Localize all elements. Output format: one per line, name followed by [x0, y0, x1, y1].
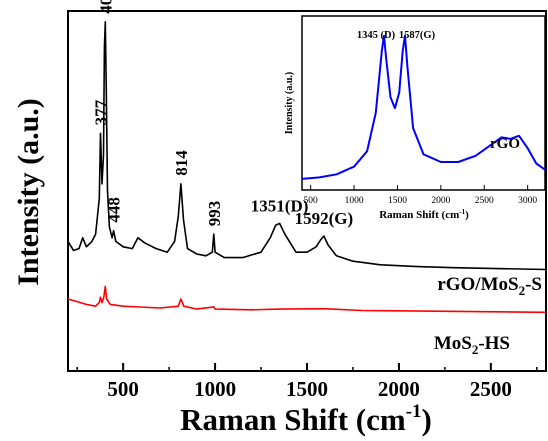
inset-x-tick-label-2500: 2500 [475, 196, 494, 206]
main-series-line-1 [67, 285, 547, 314]
inset-y-axis-title: Intensity (a.u.) [284, 72, 295, 135]
main-peak-label-3: 814 [172, 150, 191, 176]
inset-frame [301, 15, 546, 191]
inset-x-tick-label-2000: 2000 [431, 196, 450, 206]
main-peak-labels: 403 377 448 814 993 1351(D)1592(G) [92, 0, 354, 228]
x-axis-title-sup: -1 [406, 401, 422, 422]
series-label-mos2-hs: MoS2-HS [434, 333, 510, 357]
main-x-tick-label-2500: 2500 [470, 377, 512, 401]
inset-peak-label-0: 1345 (D) [357, 30, 396, 41]
main-peak-label-6: 1592(G) [295, 209, 354, 228]
main-x-tick-label-2000: 2000 [378, 377, 420, 401]
x-axis-title: Raman Shift (cm-1) [180, 401, 432, 437]
series-label-rgo-mos2: rGO/MoS2-S [437, 274, 542, 298]
x-axis-title-main: Raman Shift (cm [180, 402, 406, 437]
inset-x-ticks: 500 1000 1500 2000 2500 3000 [304, 185, 537, 206]
x-axis-title-close: ) [422, 402, 432, 437]
main-x-ticks: 500 1000 1500 2000 2500 [76, 363, 538, 401]
inset-series-line [301, 34, 546, 180]
inset-annotation: rGO [490, 136, 520, 152]
inset-series-group [301, 34, 546, 180]
inset-x-tick-label-1500: 1500 [388, 196, 407, 206]
inset-peak-label-1: 1587(G) [399, 30, 436, 41]
main-peak-label-2: 448 [105, 197, 124, 223]
main-x-tick-label-1000: 1000 [194, 377, 236, 401]
main-series-line-0 [67, 21, 547, 271]
main-x-tick-label-500: 500 [107, 377, 139, 401]
inset-x-tick-label-3000: 3000 [518, 196, 537, 206]
inset-peak-labels: 1345 (D) 1587(G) [357, 30, 436, 41]
inset-x-tick-label-1000: 1000 [345, 196, 364, 206]
main-peak-label-0: 403 [96, 0, 115, 14]
y-axis-title: Intensity (a.u.) [12, 98, 45, 286]
inset-x-axis-title: Raman Shift (cm-1) [379, 208, 469, 221]
main-peak-label-5: 1351(D) [251, 196, 309, 215]
inset-x-tick-label-500: 500 [304, 196, 319, 206]
main-x-tick-label-1500: 1500 [286, 377, 328, 401]
main-peak-label-4: 993 [205, 201, 224, 227]
main-peak-label-1: 377 [92, 99, 111, 125]
main-series-group [67, 21, 547, 314]
